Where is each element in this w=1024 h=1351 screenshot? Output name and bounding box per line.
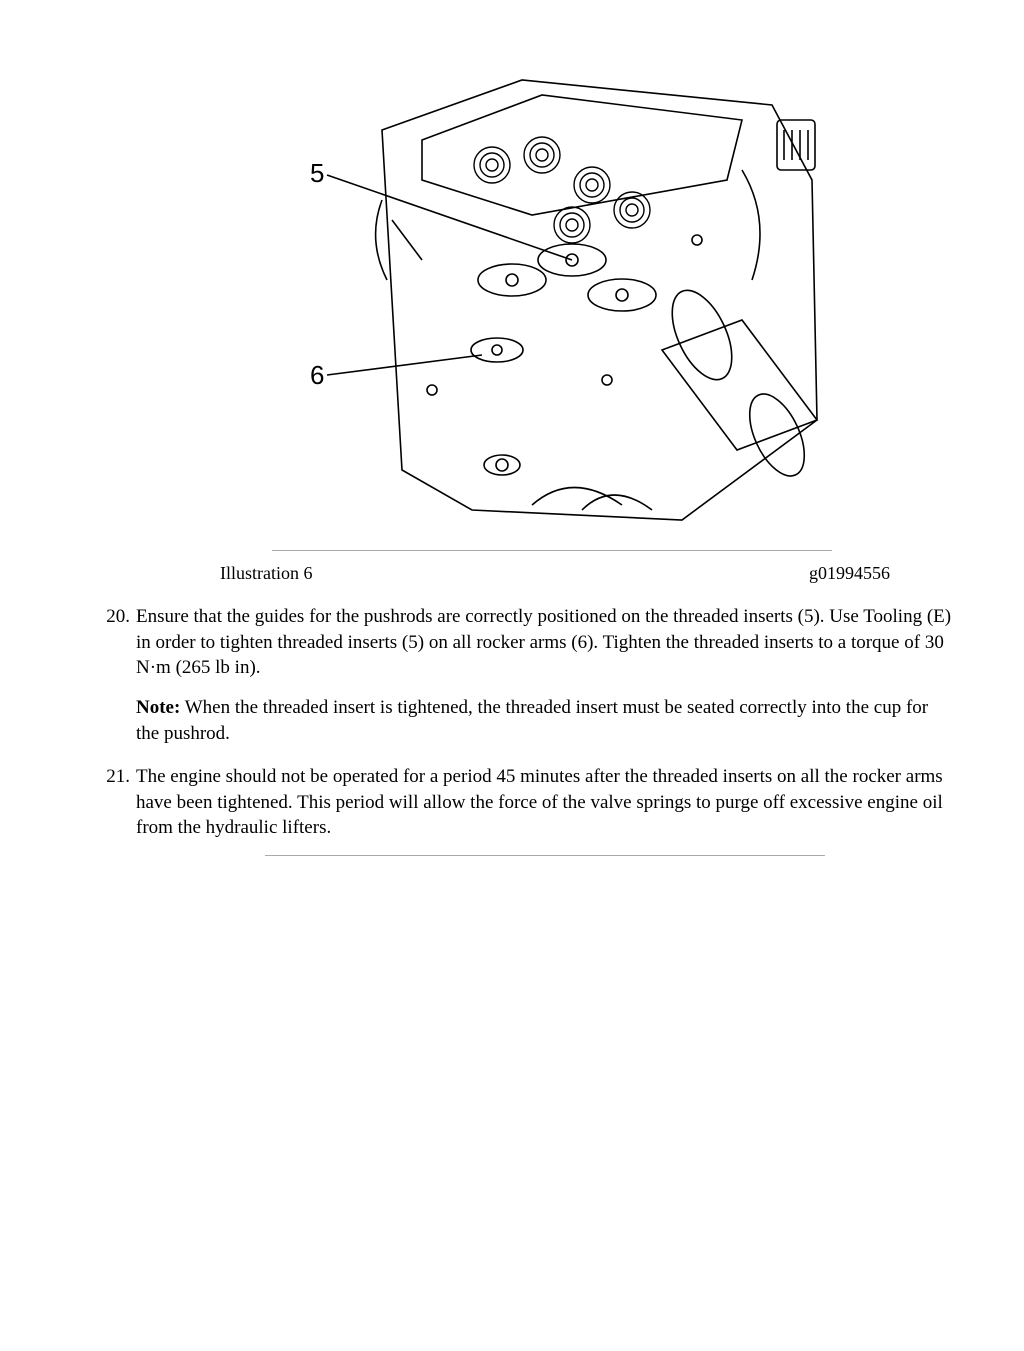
page: 5 6 Illustration 6 g01994556 20. Ensure … xyxy=(0,0,1024,914)
figure-block: 5 6 Illustration 6 g01994556 xyxy=(140,50,964,584)
step-20: 20. Ensure that the guides for the pushr… xyxy=(100,604,954,746)
step-text: The engine should not be operated for a … xyxy=(136,766,943,838)
callout-6: 6 xyxy=(310,360,324,391)
illustration-label: Illustration 6 xyxy=(220,563,313,584)
engine-svg xyxy=(272,50,832,530)
instruction-list: 20. Ensure that the guides for the pushr… xyxy=(60,604,964,856)
callout-5: 5 xyxy=(310,158,324,189)
step-number: 21. xyxy=(100,764,130,790)
step-number: 20. xyxy=(100,604,130,630)
end-rule xyxy=(265,855,825,856)
step-20-note: Note: When the threaded insert is tighte… xyxy=(136,695,954,746)
step-text: Ensure that the guides for the pushrods … xyxy=(136,606,951,678)
engine-assembly-illustration: 5 6 xyxy=(272,50,832,530)
caption-rule-top xyxy=(272,550,832,551)
note-text: When the threaded insert is tightened, t… xyxy=(136,697,928,744)
illustration-id: g01994556 xyxy=(809,563,890,584)
note-label: Note: xyxy=(136,697,180,718)
step-21: 21. The engine should not be operated fo… xyxy=(100,764,954,856)
illustration-caption: Illustration 6 g01994556 xyxy=(220,559,940,584)
